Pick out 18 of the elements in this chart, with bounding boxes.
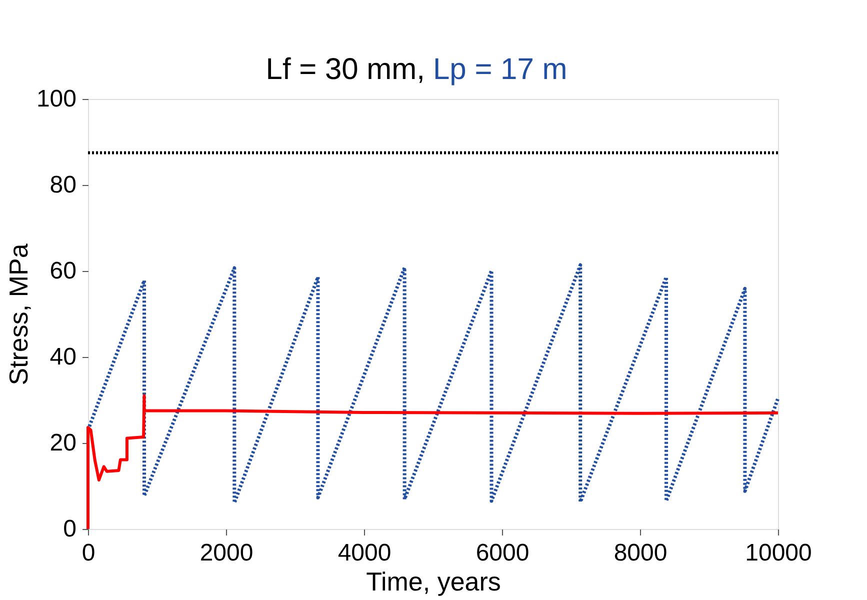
line-series	[86, 263, 780, 505]
chart-subtitle: Lp = 17 m	[433, 53, 568, 86]
x-tick-label: 4000	[338, 540, 392, 566]
y-tick-label: 40	[50, 344, 76, 370]
chart-title: Lf = 30 mm,	[266, 53, 425, 86]
y-axis-title: Stress, MPa	[3, 243, 34, 386]
y-tick-label: 100	[36, 86, 76, 112]
y-tick-label: 60	[50, 258, 76, 284]
y-tick-label: 20	[50, 430, 76, 456]
x-tick-label: 8000	[614, 540, 668, 566]
line-series	[86, 394, 780, 530]
x-tick-label: 2000	[200, 540, 254, 566]
y-tick-label: 0	[63, 516, 76, 542]
x-tick-label: 0	[82, 540, 96, 566]
x-tick-label: 10000	[745, 540, 812, 566]
x-axis-title: Time, years	[366, 566, 501, 596]
y-tick-label: 80	[50, 172, 76, 198]
x-tick-label: 6000	[476, 540, 530, 566]
